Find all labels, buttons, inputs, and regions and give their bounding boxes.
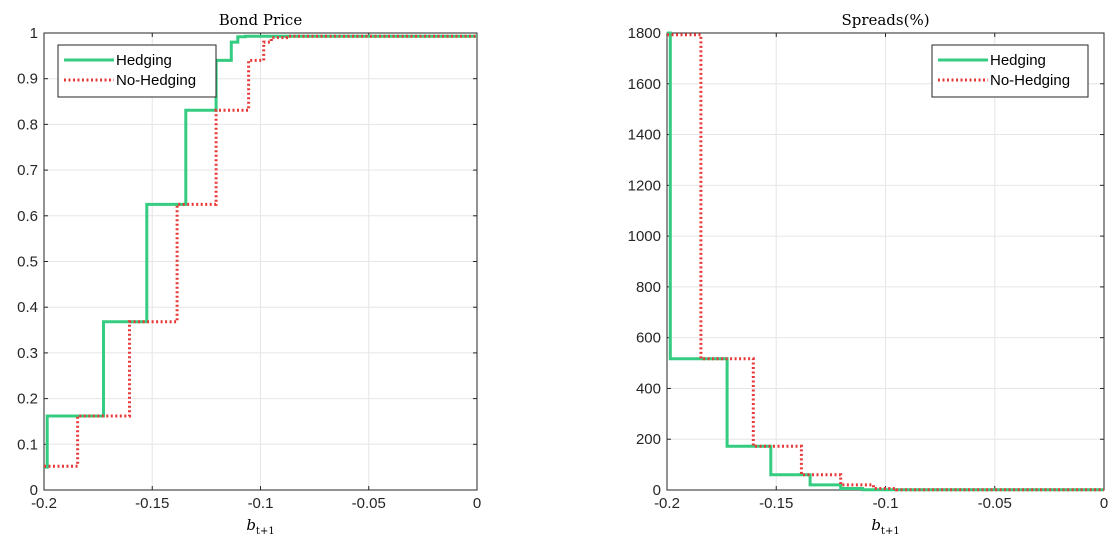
y-tick-label: 0.2 xyxy=(17,391,38,408)
y-tick-label: 0 xyxy=(653,482,661,499)
legend-label-no-hedging: No-Hedging xyxy=(116,72,196,89)
y-tick-label: 1400 xyxy=(628,127,661,144)
y-tick-label: 1600 xyxy=(628,76,661,93)
x-tick-label: -0.05 xyxy=(978,495,1012,512)
x-tick-label: -0.05 xyxy=(352,495,386,512)
legend: Hedging No-Hedging xyxy=(931,44,1089,98)
y-tick-label: 800 xyxy=(636,279,661,296)
y-tick-label: 0.1 xyxy=(17,436,38,453)
y-tick-label: 0.4 xyxy=(17,299,38,316)
y-tick-label: 0.9 xyxy=(17,71,38,88)
y-tick-label: 0.6 xyxy=(17,208,38,225)
y-tick-label: 0.3 xyxy=(17,345,38,362)
legend-box xyxy=(57,44,217,98)
chart-panel-1: -0.2 -0.15 -0.1 -0.05 0 0 0.1 0.2 0.3 0.4 0.5 0.6 0.… xyxy=(17,11,481,537)
chart-panel-2: -0.2 -0.15 -0.1 -0.05 0 0 200 400 600 800 1000 1200… xyxy=(628,11,1109,537)
x-tick-label: -0.2 xyxy=(654,495,680,512)
y-tick-label: 1000 xyxy=(628,228,661,245)
y-tick-label: 1800 xyxy=(628,25,661,42)
y-tick-label: 1 xyxy=(30,25,38,42)
series-line-no-hedging xyxy=(667,33,1104,492)
chart-title: Bond Price xyxy=(219,11,303,29)
y-tick-label: 0.8 xyxy=(17,116,38,133)
chart-title: Spreads(%) xyxy=(841,11,929,29)
series-line-hedging xyxy=(667,31,1104,492)
y-tick-label: 1200 xyxy=(628,177,661,194)
x-tick-label: 0 xyxy=(1100,495,1108,512)
y-tick-label: 600 xyxy=(636,330,661,347)
x-tick-label: 0 xyxy=(473,495,481,512)
legend-label-hedging: Hedging xyxy=(116,52,172,69)
legend: Hedging No-Hedging xyxy=(57,44,217,98)
x-axis-label: bt+1 xyxy=(246,516,274,537)
y-tick-label: 0.5 xyxy=(17,254,38,271)
y-tick-label: 400 xyxy=(636,380,661,397)
x-tick-label: -0.1 xyxy=(873,495,899,512)
y-tick-label: 200 xyxy=(636,431,661,448)
y-tick-label: 0.7 xyxy=(17,162,38,179)
x-axis-label: bt+1 xyxy=(871,516,899,537)
x-tick-label: -0.15 xyxy=(135,495,169,512)
legend-label-hedging: Hedging xyxy=(990,52,1046,69)
legend-label-no-hedging: No-Hedging xyxy=(990,72,1070,89)
x-tick-label: -0.1 xyxy=(248,495,274,512)
y-tick-label: 0 xyxy=(30,482,38,499)
legend-box xyxy=(931,44,1089,98)
x-tick-label: -0.2 xyxy=(31,495,57,512)
series-line-no-hedging xyxy=(44,34,477,468)
x-tick-label: -0.15 xyxy=(759,495,793,512)
